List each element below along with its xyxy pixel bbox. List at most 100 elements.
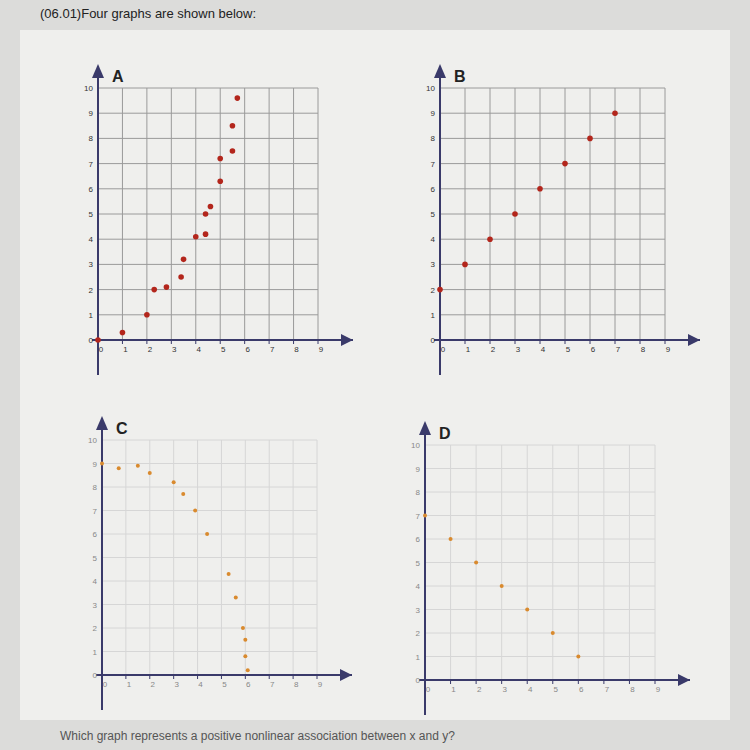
chart-title: B	[454, 68, 466, 85]
point	[120, 330, 126, 336]
x-axis	[92, 339, 353, 341]
point	[164, 284, 170, 290]
axis-arrow	[434, 64, 446, 78]
tick-label: 2	[151, 680, 156, 689]
point	[246, 668, 250, 672]
tick	[125, 675, 126, 679]
tick-label: 4	[416, 582, 421, 591]
tick-label: 10	[426, 84, 435, 93]
tick-label: 7	[616, 345, 621, 354]
page: (06.01)Four graphs are shown below:Which…	[0, 0, 750, 750]
grid-line	[440, 314, 665, 315]
tick	[540, 340, 541, 344]
point	[512, 211, 518, 217]
tick	[527, 680, 528, 684]
tick-label: 4	[541, 345, 546, 354]
point	[500, 584, 504, 588]
tick-label: 8	[431, 134, 436, 143]
point	[136, 464, 140, 468]
grid-line	[440, 138, 665, 139]
tick-label: 9	[656, 685, 661, 694]
grid-line	[102, 510, 317, 511]
tick	[221, 675, 222, 679]
tick-label: 4	[198, 680, 203, 689]
grid-line	[102, 628, 317, 629]
point	[243, 654, 247, 658]
tick-label: 3	[502, 685, 507, 694]
tick-label: 1	[127, 680, 132, 689]
tick	[220, 340, 221, 344]
tick-label: 2	[148, 345, 153, 354]
tick	[318, 340, 319, 344]
grid-line	[425, 445, 655, 446]
grid-line	[440, 264, 665, 265]
tick	[615, 340, 616, 344]
tick-label: 1	[431, 311, 436, 320]
tick-label: 6	[89, 185, 94, 194]
tick-label: 1	[89, 311, 94, 320]
tick-label: 9	[431, 109, 436, 118]
tick-label: 6	[591, 345, 596, 354]
tick-label: 7	[270, 345, 275, 354]
tick-label: 0	[89, 336, 94, 345]
tick	[425, 680, 426, 684]
tick	[501, 680, 502, 684]
point	[205, 532, 209, 536]
tick-label: 7	[270, 680, 275, 689]
grid-line	[425, 656, 655, 657]
grid-line	[102, 534, 317, 535]
tick-label: 2	[416, 629, 421, 638]
chart: D0123456789012345678910	[411, 421, 690, 715]
grid-line	[98, 88, 318, 89]
tick-label: 1	[416, 653, 421, 662]
grid-line	[440, 163, 665, 164]
grid-line	[102, 463, 317, 464]
tick-label: 5	[431, 210, 436, 219]
x-axis	[434, 339, 700, 341]
tick-label: 0	[431, 336, 436, 345]
point	[537, 186, 543, 192]
tick-label: 7	[89, 160, 94, 169]
tick	[122, 340, 123, 344]
tick-label: 6	[246, 680, 251, 689]
grid-line	[98, 163, 318, 164]
grid-line	[440, 214, 665, 215]
tick-label: 0	[426, 685, 431, 694]
point	[95, 337, 101, 343]
points	[100, 462, 250, 673]
point	[234, 595, 238, 599]
point	[148, 471, 152, 475]
y-axis	[439, 70, 441, 375]
tick	[629, 680, 630, 684]
points	[423, 514, 580, 659]
tick-label: 9	[89, 109, 94, 118]
point	[217, 178, 223, 184]
axis-arrow	[678, 674, 690, 686]
tick-label: 8	[294, 680, 299, 689]
point	[562, 161, 568, 167]
point	[193, 509, 197, 513]
grid-line	[102, 440, 317, 441]
tick-label: 3	[516, 345, 521, 354]
point	[203, 211, 209, 217]
point	[193, 234, 199, 240]
point	[181, 257, 187, 263]
tick-label: 8	[630, 685, 635, 694]
tick-label: 1	[466, 345, 471, 354]
point	[449, 537, 453, 541]
tick	[552, 680, 553, 684]
grid-line	[98, 314, 318, 315]
tick-label: 3	[93, 601, 98, 610]
point	[487, 236, 493, 242]
point	[462, 262, 468, 268]
tick	[590, 340, 591, 344]
tick-label: 9	[666, 345, 671, 354]
point	[230, 148, 236, 154]
tick-label: 0	[99, 345, 104, 354]
tick	[146, 340, 147, 344]
tick-label: 6	[416, 535, 421, 544]
tick	[565, 340, 566, 344]
tick-label: 5	[221, 345, 226, 354]
tick-label: 2	[477, 685, 482, 694]
grid-line	[98, 289, 318, 290]
